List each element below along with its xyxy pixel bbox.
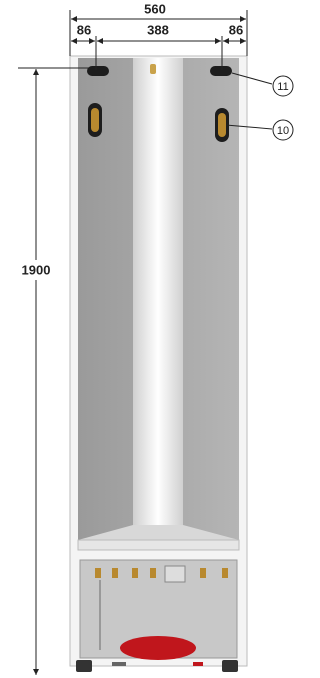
fitting-top [150, 64, 156, 74]
dimension-label: 86 [229, 22, 243, 37]
shelf-edge [78, 540, 239, 550]
top-slot-right [210, 66, 232, 76]
callout-label: 11 [277, 81, 288, 93]
callout-label: 10 [277, 125, 289, 137]
dimension-label: 86 [77, 22, 91, 37]
label-plate [193, 662, 203, 666]
oval-slot-left-inner [91, 108, 99, 132]
vent [112, 662, 126, 666]
diagram: 560 86 388 86 1900 11 10 [0, 0, 298, 678]
cabinet [70, 56, 247, 672]
dimension-label: 1900 [22, 262, 51, 277]
dimension-label: 560 [144, 1, 166, 16]
oval-slot-right-inner [218, 113, 226, 137]
valve-block [165, 566, 185, 582]
foot-left [76, 660, 92, 672]
expansion-vessel [120, 636, 196, 660]
center-column [133, 58, 183, 540]
top-slot-left [87, 66, 109, 76]
dimension-label: 388 [147, 22, 169, 37]
page: 560 86 388 86 1900 11 10 (() => { const … [0, 0, 320, 678]
foot-right [222, 660, 238, 672]
